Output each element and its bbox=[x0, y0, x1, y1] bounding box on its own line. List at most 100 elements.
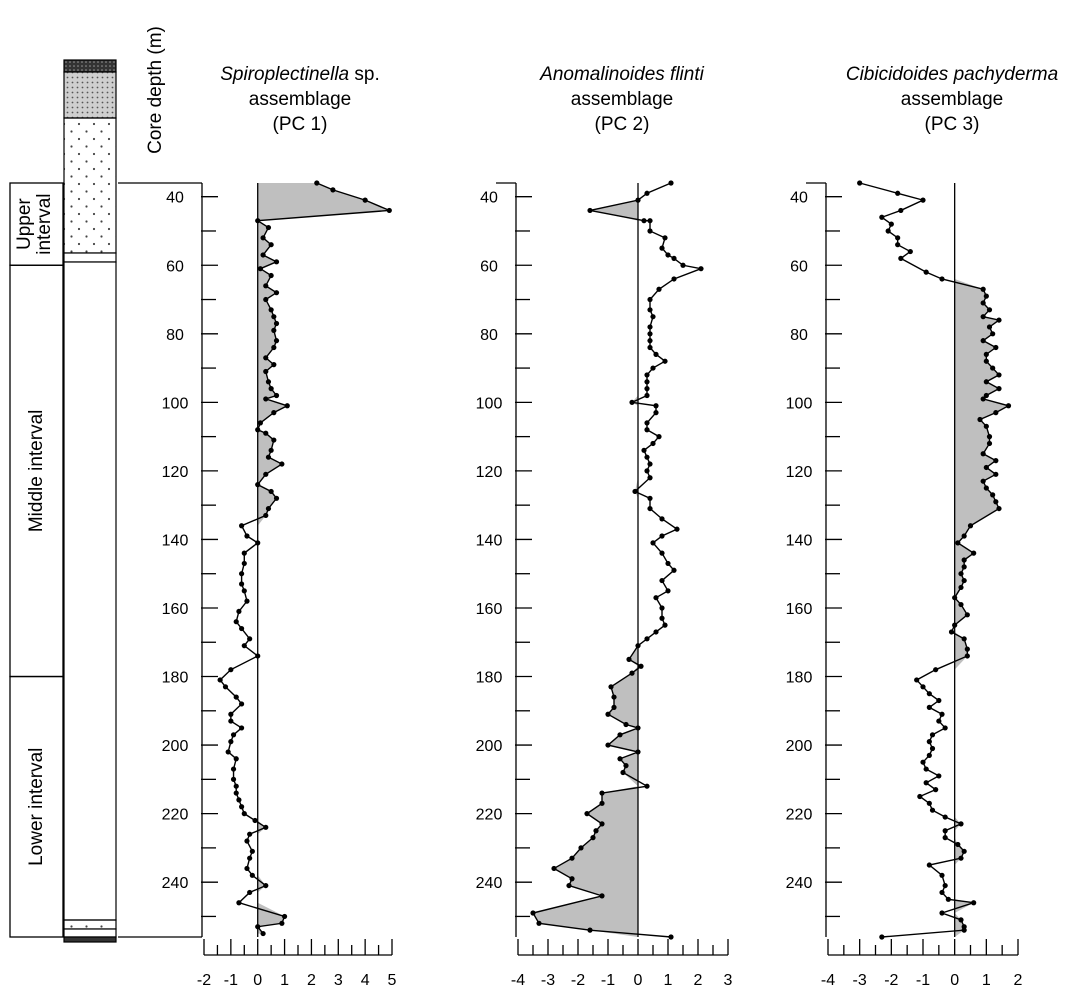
panel-subtitle: assemblage bbox=[571, 89, 673, 110]
data-point bbox=[996, 505, 1002, 512]
data-point bbox=[268, 307, 274, 313]
data-point bbox=[599, 800, 605, 806]
x-tick-label: 5 bbox=[388, 972, 397, 989]
data-point bbox=[961, 927, 967, 933]
data-point bbox=[986, 440, 993, 447]
depth-tick-label: 200 bbox=[162, 738, 189, 755]
lithology-dense-sand-layer bbox=[63, 71, 117, 119]
data-point bbox=[939, 711, 945, 717]
data-point bbox=[247, 831, 253, 837]
data-point bbox=[644, 386, 650, 392]
data-point bbox=[674, 526, 680, 532]
data-point bbox=[247, 889, 253, 896]
upper-interval-label-2: interval bbox=[34, 194, 55, 255]
data-point bbox=[641, 218, 647, 224]
data-point bbox=[993, 458, 999, 464]
data-point bbox=[907, 248, 913, 255]
data-point bbox=[233, 619, 239, 625]
x-tick-label: 3 bbox=[334, 972, 343, 989]
data-point bbox=[983, 379, 989, 385]
data-point bbox=[923, 780, 929, 786]
data-point bbox=[255, 924, 261, 930]
data-point bbox=[263, 471, 269, 477]
data-point bbox=[929, 745, 936, 752]
data-point bbox=[647, 296, 653, 303]
panel-3: Cibicidoides pachyderma assemblage (PC 3) 4… bbox=[786, 64, 1058, 989]
data-point bbox=[647, 461, 653, 467]
x-tick-label: -2 bbox=[571, 972, 585, 989]
data-point bbox=[566, 882, 572, 889]
data-point bbox=[942, 725, 948, 731]
data-point bbox=[980, 286, 986, 292]
data-point bbox=[647, 307, 653, 313]
x-tick-label: 0 bbox=[634, 972, 643, 989]
data-point bbox=[698, 266, 704, 272]
data-point bbox=[990, 492, 996, 498]
data-point bbox=[923, 766, 929, 772]
data-point bbox=[885, 228, 891, 234]
panel-2-title: Anomalinoides flinti bbox=[539, 64, 704, 85]
data-point bbox=[650, 540, 656, 546]
data-point bbox=[284, 403, 290, 409]
data-point bbox=[958, 821, 964, 827]
lithology-basal-shell-layer bbox=[63, 928, 117, 938]
depth-tick-label: 180 bbox=[162, 670, 189, 687]
panel-pc-label: (PC 3) bbox=[925, 114, 980, 135]
data-point bbox=[668, 180, 674, 186]
depth-tick-label: 240 bbox=[476, 875, 503, 892]
data-point bbox=[647, 475, 653, 481]
depth-tick-label: 200 bbox=[786, 738, 813, 755]
data-point bbox=[961, 557, 967, 563]
data-point bbox=[680, 262, 686, 268]
data-point bbox=[857, 180, 863, 186]
data-point bbox=[244, 533, 250, 539]
data-point bbox=[635, 749, 641, 755]
data-point bbox=[249, 848, 255, 854]
x-tick-label: 3 bbox=[724, 972, 733, 989]
data-point bbox=[536, 920, 542, 926]
data-point bbox=[265, 379, 272, 385]
data-point bbox=[551, 865, 557, 872]
x-tick-label: 0 bbox=[253, 972, 262, 989]
data-point bbox=[255, 218, 261, 224]
depth-tick-label: 120 bbox=[162, 464, 189, 481]
data-point bbox=[587, 927, 593, 933]
lithology-sand-layer bbox=[63, 117, 117, 254]
data-point bbox=[996, 386, 1002, 392]
data-point bbox=[273, 392, 280, 399]
x-tick-label: 2 bbox=[694, 972, 703, 989]
data-point bbox=[936, 697, 942, 704]
depth-tick-label: 100 bbox=[476, 395, 503, 412]
data-point bbox=[281, 913, 288, 920]
data-point bbox=[233, 756, 239, 762]
x-tick-label: -3 bbox=[853, 972, 867, 989]
depth-tick-label: 60 bbox=[480, 258, 498, 275]
data-point bbox=[659, 615, 665, 621]
panel-title-taxon: Spiroplectinella bbox=[220, 64, 349, 85]
data-point bbox=[955, 540, 961, 546]
depth-tick-label: 160 bbox=[786, 601, 813, 618]
data-point bbox=[268, 386, 274, 392]
data-point bbox=[271, 362, 277, 368]
depth-tick-label: 40 bbox=[480, 190, 498, 207]
data-point bbox=[671, 255, 677, 261]
data-point bbox=[653, 351, 659, 357]
data-point bbox=[936, 773, 942, 779]
data-point bbox=[644, 636, 650, 642]
data-point bbox=[611, 704, 617, 710]
panel-subtitle: assemblage bbox=[249, 89, 351, 110]
data-point bbox=[656, 434, 662, 440]
data-point bbox=[653, 403, 659, 409]
data-point bbox=[644, 392, 650, 399]
data-point bbox=[617, 756, 623, 762]
data-point bbox=[228, 718, 234, 724]
data-point bbox=[964, 646, 970, 652]
panel-title-taxon: Anomalinoides flinti bbox=[539, 64, 704, 85]
data-point bbox=[647, 338, 653, 344]
data-point bbox=[980, 300, 986, 306]
data-point bbox=[993, 471, 999, 477]
data-point bbox=[952, 622, 958, 628]
depth-tick-label: 180 bbox=[786, 670, 813, 687]
data-point bbox=[980, 396, 986, 402]
data-point bbox=[1005, 403, 1012, 409]
